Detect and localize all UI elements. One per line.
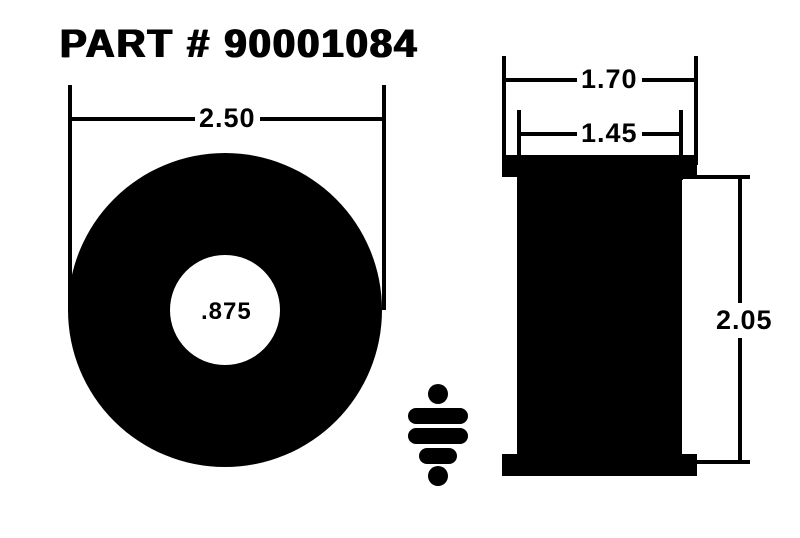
dim205-label: 2.05 [714, 303, 775, 338]
dim170-label: 1.70 [577, 64, 642, 95]
logo-bar-2 [408, 428, 468, 444]
dim170-ext-right [694, 56, 698, 165]
side-body [517, 175, 682, 463]
logo-bar-3 [419, 448, 457, 464]
logo-bar-1 [408, 408, 468, 424]
side-flange-bottom [502, 454, 697, 476]
logo-dot-bottom [428, 466, 448, 486]
logo-dot-top [428, 384, 448, 404]
dim170-ext-left [502, 56, 506, 165]
dim-label-inner-d: .875 [201, 298, 252, 326]
side-flange-top [502, 155, 697, 177]
dim-label-outer-d: 2.50 [195, 103, 260, 134]
dim145-label: 1.45 [577, 118, 642, 149]
part-number-title: PART # 90001084 [60, 22, 418, 67]
